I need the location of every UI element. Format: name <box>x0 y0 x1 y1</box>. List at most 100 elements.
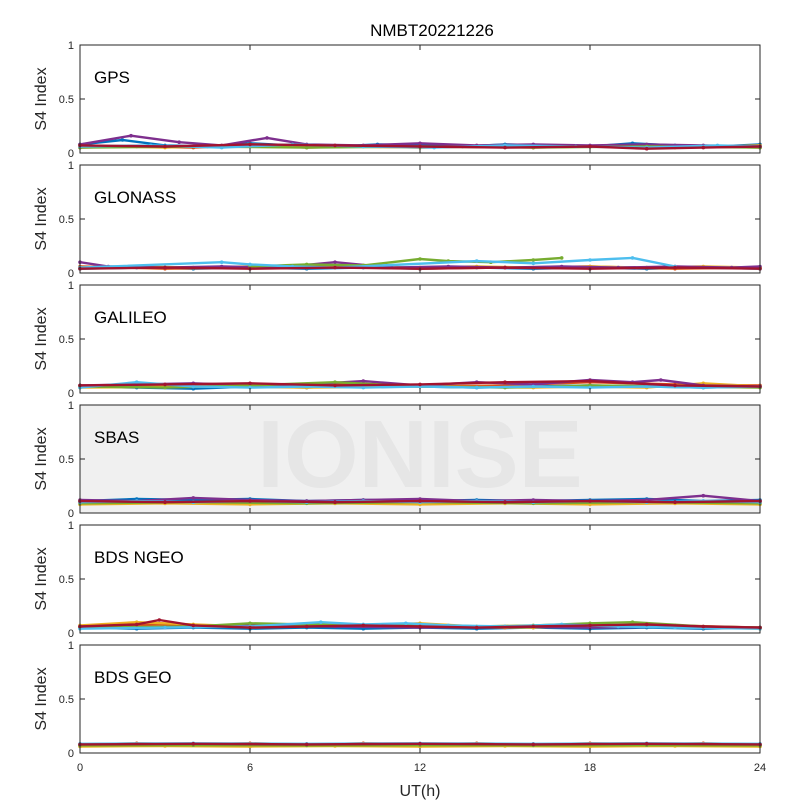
series-line <box>78 618 762 629</box>
y-axis-title: S4 Index <box>33 547 50 610</box>
panels: 0 0.5 1 S4 Index GPS 0 0.5 1 S4 Index GLONASS 0 0.5… <box>33 40 766 774</box>
y-axis-title: S4 Index <box>33 67 50 130</box>
y-tick-label: 1 <box>68 400 74 412</box>
y-tick-label: 1 <box>68 640 74 652</box>
figure-title: NMBT20221226 <box>370 21 494 40</box>
y-tick-label: 0 <box>68 268 74 280</box>
data-point <box>265 136 269 140</box>
data-point <box>531 261 536 266</box>
y-tick-label: 0 <box>68 148 74 160</box>
data-point <box>219 260 224 265</box>
data-point <box>134 622 139 627</box>
panel-label: BDS NGEO <box>94 548 184 567</box>
data-point <box>361 379 366 383</box>
x-tick-label: 24 <box>754 762 766 774</box>
data-point <box>248 381 252 386</box>
data-point <box>659 378 663 382</box>
y-tick-label: 0.5 <box>59 94 74 106</box>
series-7 <box>78 379 762 389</box>
data-point <box>644 622 649 627</box>
data-point <box>134 380 139 385</box>
y-tick-label: 0.5 <box>59 214 74 226</box>
y-tick-label: 0.5 <box>59 334 74 346</box>
data-point <box>503 500 507 505</box>
data-point <box>474 259 479 263</box>
panel-label: GPS <box>94 68 130 87</box>
panel-label: GLONASS <box>94 188 176 207</box>
panel-bds-geo: 0 0.5 1 0 6 12 18 24 S4 Index BDS GEO <box>33 640 766 774</box>
panel-label: GALILEO <box>94 308 167 327</box>
data-point <box>248 142 252 147</box>
panel-bds-ngeo: 0 0.5 1 S4 Index BDS NGEO <box>33 520 762 640</box>
panel-label: SBAS <box>94 428 139 447</box>
y-axis-title: S4 Index <box>33 427 50 490</box>
data-point <box>673 500 677 505</box>
panel-gps: 0 0.5 1 S4 Index GPS <box>33 40 762 160</box>
data-point <box>361 623 366 628</box>
series-7 <box>78 142 762 151</box>
y-tick-label: 0.5 <box>59 694 74 706</box>
data-point <box>191 384 196 389</box>
data-point <box>559 256 564 260</box>
data-point <box>701 493 706 498</box>
data-point <box>304 624 309 629</box>
data-point <box>163 144 167 149</box>
data-point <box>418 257 422 261</box>
data-point <box>588 144 592 149</box>
data-point <box>333 380 337 385</box>
series-line <box>78 134 762 148</box>
data-point <box>531 258 536 262</box>
data-point <box>644 742 649 746</box>
data-point <box>333 260 337 265</box>
data-point <box>503 380 507 385</box>
data-point <box>248 262 252 267</box>
data-point <box>474 385 479 390</box>
x-tick-label: 6 <box>247 762 253 774</box>
watermark-background <box>80 405 760 513</box>
data-point <box>588 379 592 383</box>
data-point <box>304 145 309 150</box>
data-point <box>418 499 422 503</box>
data-point <box>191 742 196 746</box>
data-point <box>418 382 422 387</box>
watermark: IONISE <box>257 401 582 508</box>
data-point <box>219 145 224 150</box>
y-tick-label: 0 <box>68 748 74 760</box>
data-point <box>191 623 196 628</box>
data-point <box>588 385 592 390</box>
data-point <box>673 383 677 388</box>
data-point <box>630 256 635 260</box>
data-point <box>503 265 507 270</box>
series-7 <box>78 742 762 747</box>
data-point <box>531 624 536 629</box>
panel-sbas: IONISE 0 0.5 1 S4 Index SBAS <box>33 400 762 520</box>
series-line <box>78 143 762 150</box>
y-tick-label: 0 <box>68 508 74 520</box>
data-point <box>588 499 592 503</box>
x-axis-title: UT(h) <box>400 783 441 800</box>
data-point <box>129 133 133 138</box>
data-point <box>531 384 536 389</box>
data-point <box>248 625 252 630</box>
data-point <box>418 742 422 746</box>
data-point <box>177 140 181 144</box>
data-point <box>503 145 507 150</box>
data-point <box>404 621 408 626</box>
y-tick-label: 0 <box>68 628 74 640</box>
data-point <box>588 623 592 628</box>
data-point <box>120 138 125 142</box>
panel-glonass: 0 0.5 1 S4 Index GLONASS <box>33 160 762 280</box>
data-point <box>333 500 337 505</box>
data-point <box>248 621 252 626</box>
y-axis-title: S4 Index <box>33 307 50 370</box>
panel-galileo: 0 0.5 1 S4 Index GALILEO <box>33 280 762 400</box>
data-point <box>163 382 167 387</box>
plot-area <box>80 45 760 153</box>
data-point <box>630 620 635 624</box>
x-tick-label: 0 <box>77 762 83 774</box>
data-point <box>319 620 323 624</box>
data-point <box>163 385 167 390</box>
x-tick-label: 18 <box>584 762 596 774</box>
data-point <box>191 496 196 500</box>
y-axis-title: S4 Index <box>33 667 50 730</box>
